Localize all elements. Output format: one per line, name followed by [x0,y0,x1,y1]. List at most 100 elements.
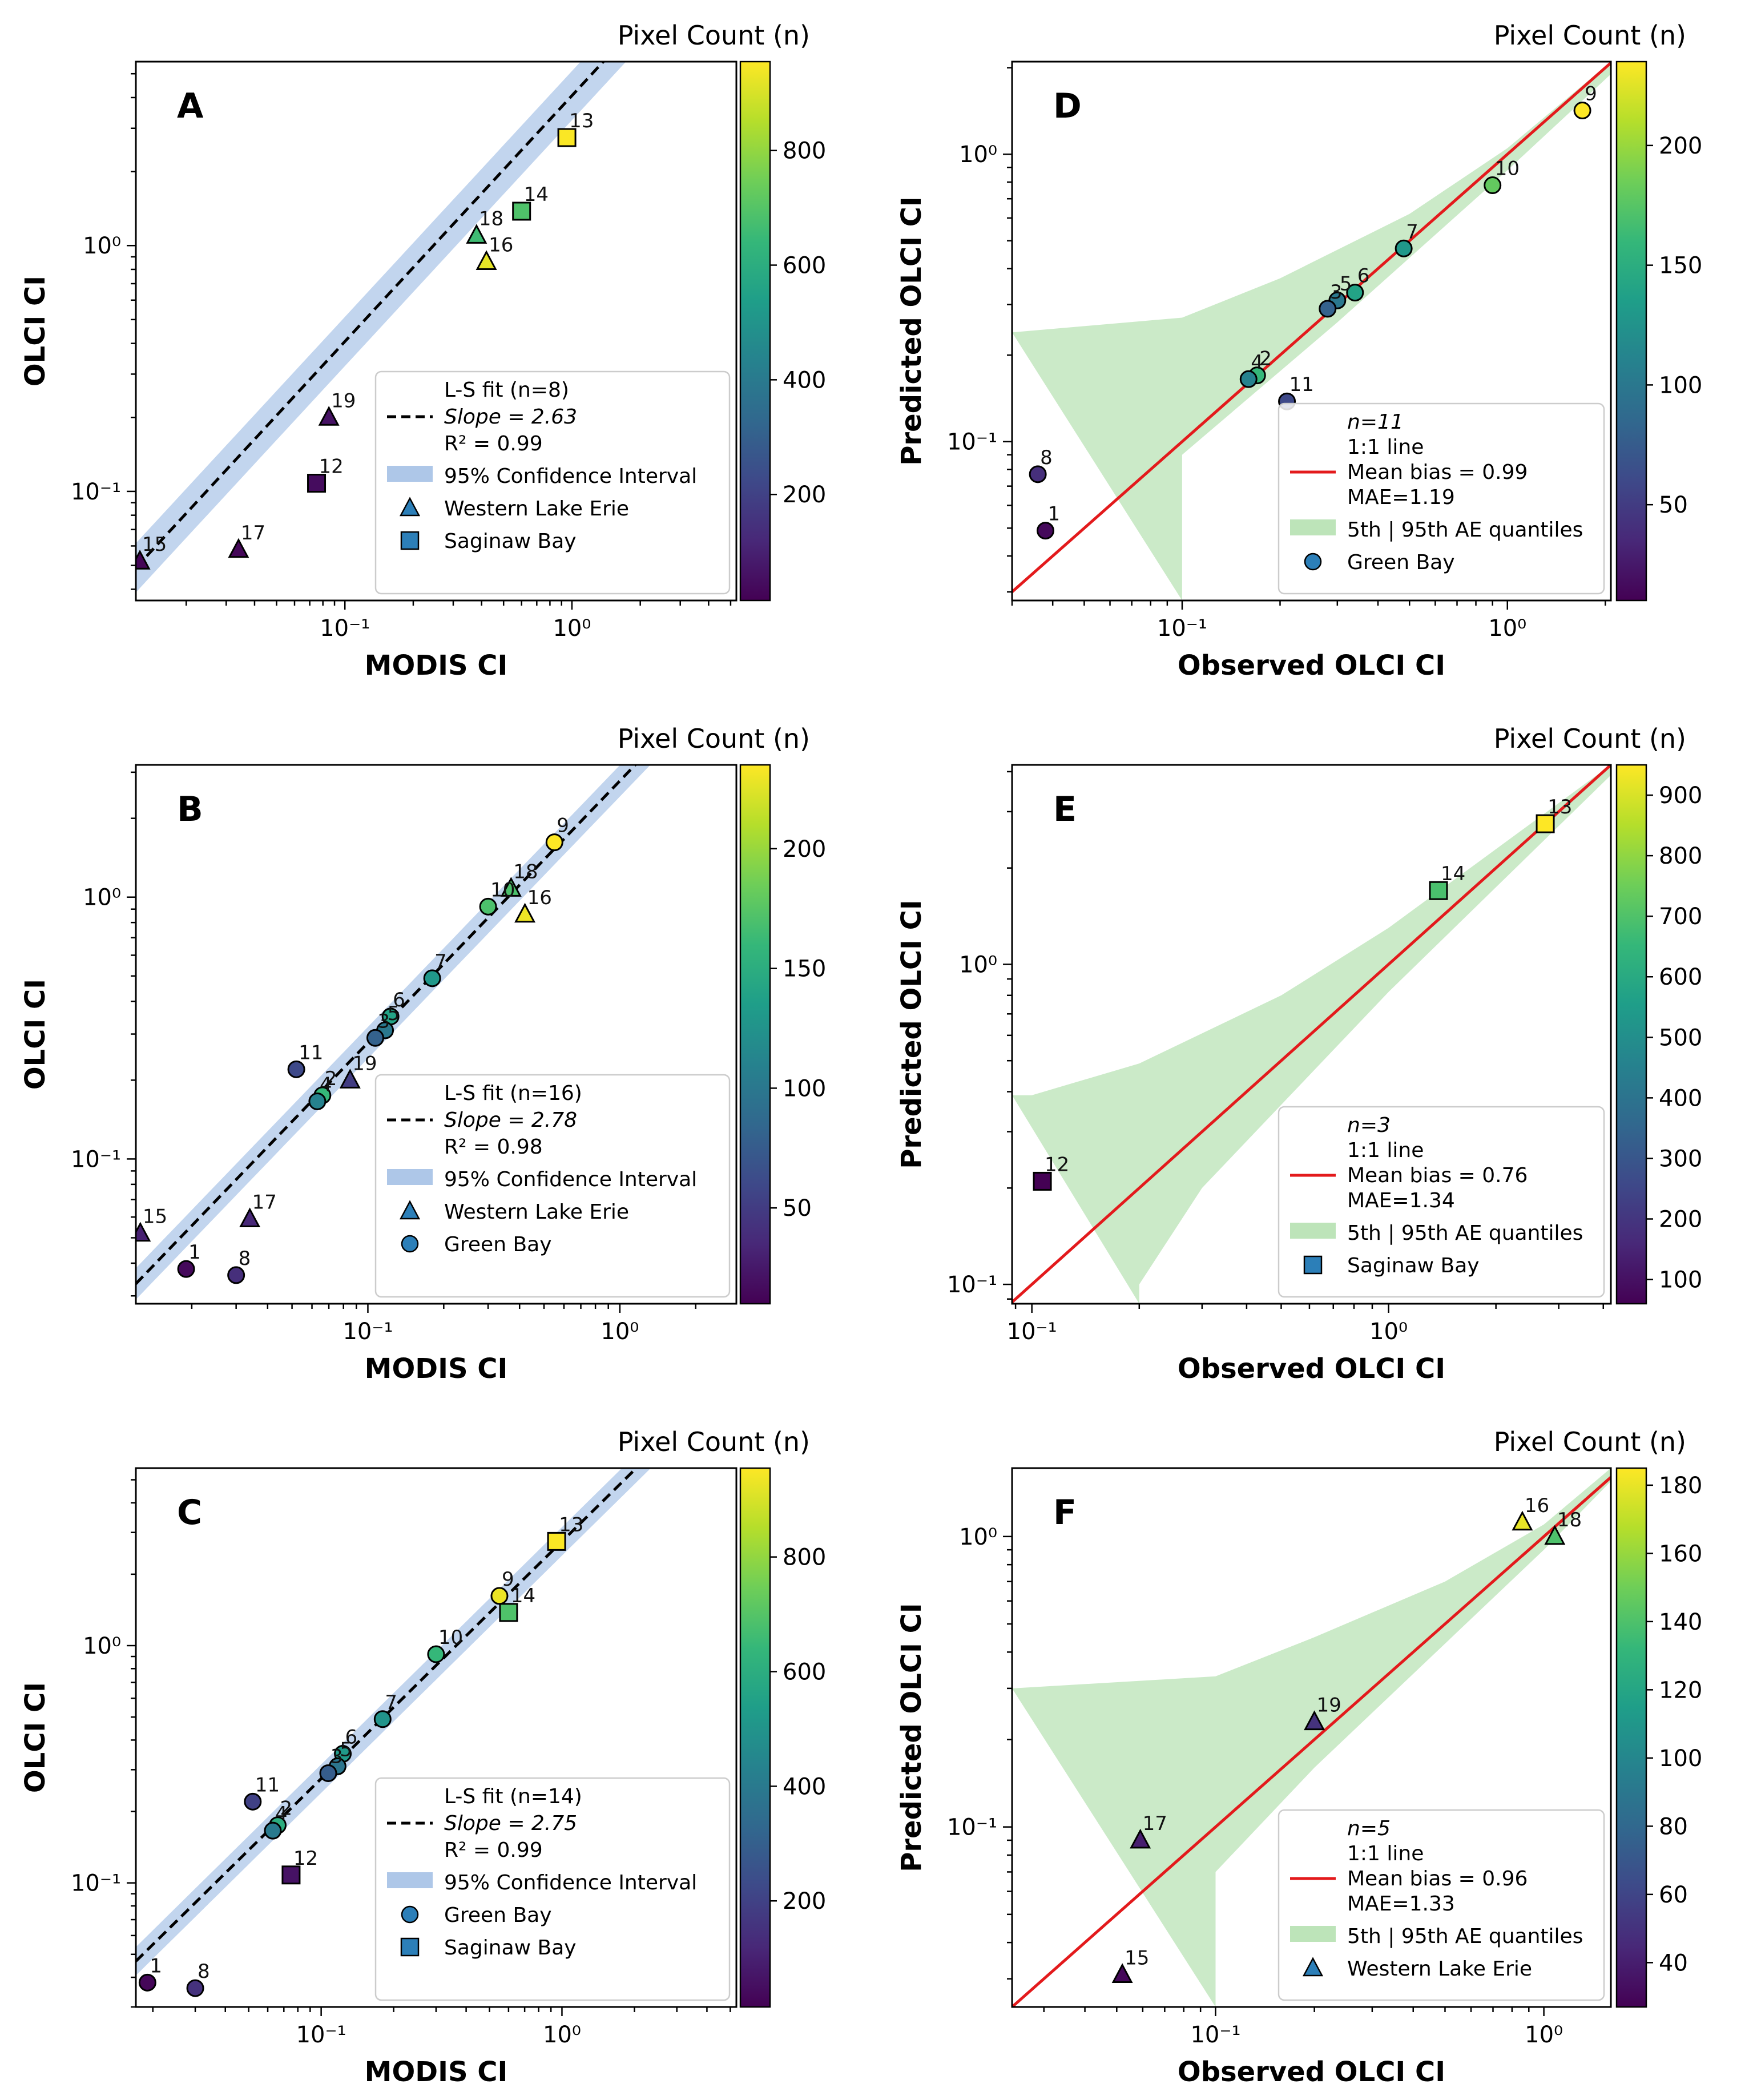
x-axis-label: Observed OLCI CI [1178,1353,1445,1385]
point-label: 9 [502,1568,514,1591]
x-tick-label: 10⁻¹ [342,1319,393,1345]
colorbar-tick-label: 800 [783,1545,826,1571]
legend-mae: MAE=1.19 [1347,486,1455,509]
point-label: 17 [241,522,265,545]
fit-line [136,62,606,569]
colorbar-tick-label: 300 [1659,1146,1702,1172]
legend-bias: Mean bias = 0.99 [1347,461,1528,484]
legend-box [374,1777,731,2001]
plot-area [136,1468,651,1997]
legend-bias: Mean bias = 0.76 [1347,1164,1528,1187]
panel-letter: B [177,789,203,829]
point-circle [366,1029,384,1047]
point-square [307,474,327,493]
x-tick-label: 10⁰ [1488,615,1526,642]
point-label: 16 [489,233,513,256]
point-square [499,1603,518,1622]
colorbar-tick-label: 40 [1659,1950,1688,1976]
point-label: 17 [252,1191,277,1214]
point-label: 2 [325,1067,337,1090]
colorbar-tick-label: 140 [1659,1609,1702,1635]
legend-marker-square [400,531,420,550]
colorbar [1615,764,1647,1305]
y-tick-label: 10⁻¹ [71,1871,121,1897]
legend-box [374,370,731,595]
panel-letter: A [177,86,204,126]
point-label: 19 [1317,1694,1341,1717]
legend-marker-circle [401,1905,419,1924]
point-label: 13 [569,110,594,132]
y-tick-label: 10⁻¹ [947,1815,997,1841]
point-label: 1 [1047,503,1060,526]
confidence-band [136,765,651,1300]
point-label: 18 [1557,1509,1582,1531]
point-label: 14 [1441,862,1465,885]
x-axis-label: Observed OLCI CI [1178,650,1445,682]
colorbar-tick-label: 600 [783,1659,826,1686]
colorbar-tick-label: 200 [783,482,826,508]
point-circle [373,1710,392,1728]
legend-marker-square [1303,1255,1323,1275]
legend-ci-swatch [387,1169,433,1185]
point-square [1429,881,1448,900]
legend-box [1278,1809,1605,2001]
x-axis-label: Observed OLCI CI [1178,2056,1445,2088]
point-label: 18 [513,860,538,883]
legend-marker-square [400,1937,420,1957]
y-axis-label: OLCI CI [19,1682,51,1793]
colorbar-title: Pixel Count (n) [1494,723,1686,754]
point-circle [308,1092,327,1110]
x-tick-label: 10⁻¹ [320,615,370,642]
panel-f: 16 18 19 17 15 10⁻¹ 10⁰ 10⁻¹ 10⁰ Observed OLCI CI… [896,1426,1702,2088]
legend: L-S fit (n=14) Slope = 2.75 R² = 0.99 95% C… [374,1777,731,2001]
legend-fit-title: L-S fit (n=16) [444,1082,582,1105]
point-circle [186,1979,204,1997]
point-label: 1 [188,1241,201,1264]
colorbar-title: Pixel Count (n) [618,723,810,754]
y-tick-label: 10⁻¹ [71,479,121,505]
point-square [1536,814,1555,833]
legend-band-swatch [1290,1926,1336,1942]
y-tick-label: 10⁰ [83,233,121,259]
point-circle [423,969,441,987]
legend-bias: Mean bias = 0.96 [1347,1867,1528,1891]
point-label: 10 [1495,158,1520,180]
point-circle [479,897,497,916]
colorbar-tick-label: 160 [1659,1541,1702,1567]
point-label: 18 [479,207,503,230]
y-axis-label: Predicted OLCI CI [896,900,928,1169]
colorbar-tick-label: 400 [1659,1085,1702,1111]
point-triangle [136,1222,151,1242]
point-label: 15 [1125,1946,1149,1969]
x-tick-label: 10⁰ [601,1319,639,1345]
point-label: 11 [299,1041,323,1064]
colorbar-tick-label: 120 [1659,1677,1702,1703]
point-circle [319,1764,337,1782]
legend-entry: Saginaw Bay [444,1936,577,1960]
point-label: 16 [1525,1494,1549,1517]
legend-r2: R² = 0.99 [444,1839,543,1862]
colorbar-title: Pixel Count (n) [618,20,810,51]
point-label: 5 [388,1002,400,1025]
point-label: 19 [331,389,356,412]
y-tick-label: 10⁻¹ [71,1146,121,1172]
point-label: 16 [527,886,552,909]
legend-ci-swatch [387,466,433,482]
legend-entry: Saginaw Bay [444,530,577,553]
panel-letter: D [1053,86,1082,126]
legend-marker-circle [1304,553,1322,571]
legend-marker-triangle [1302,1957,1324,1977]
x-tick-label: 10⁰ [1369,1319,1408,1345]
point-circle [264,1821,282,1840]
colorbar-tick-label: 800 [1659,843,1702,869]
legend-band: 5th | 95th AE quantiles [1347,518,1583,542]
axes-frame [1011,764,1612,1305]
panel-letter: F [1053,1493,1077,1533]
point-triangle [1512,1510,1533,1531]
point-circle [1239,370,1258,388]
y-tick-label: 10⁰ [959,142,997,168]
y-tick-label: 10⁰ [83,1633,121,1659]
point-label: 13 [559,1513,583,1536]
